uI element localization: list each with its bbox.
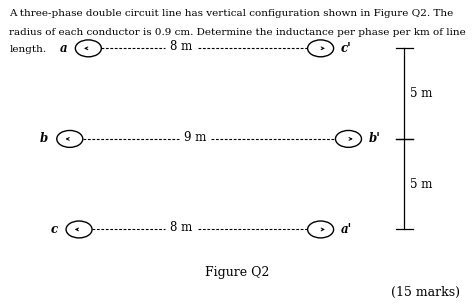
Text: c: c: [51, 223, 58, 236]
Text: 8 m: 8 m: [170, 221, 192, 234]
Text: 5 m: 5 m: [410, 87, 432, 100]
Text: 8 m: 8 m: [170, 40, 192, 53]
Text: 5 m: 5 m: [410, 178, 432, 191]
Text: length.: length.: [9, 45, 46, 54]
Text: c': c': [341, 42, 351, 55]
Text: radius of each conductor is 0.9 cm. Determine the inductance per phase per km of: radius of each conductor is 0.9 cm. Dete…: [9, 28, 466, 37]
Text: 9 m: 9 m: [184, 131, 206, 144]
Text: b': b': [368, 132, 380, 145]
Text: Figure Q2: Figure Q2: [205, 266, 269, 279]
Text: b: b: [40, 132, 48, 145]
Text: a: a: [59, 42, 67, 55]
Text: (15 marks): (15 marks): [391, 286, 460, 299]
Text: a': a': [341, 223, 352, 236]
Text: A three-phase double circuit line has vertical configuration shown in Figure Q2.: A three-phase double circuit line has ve…: [9, 9, 454, 18]
